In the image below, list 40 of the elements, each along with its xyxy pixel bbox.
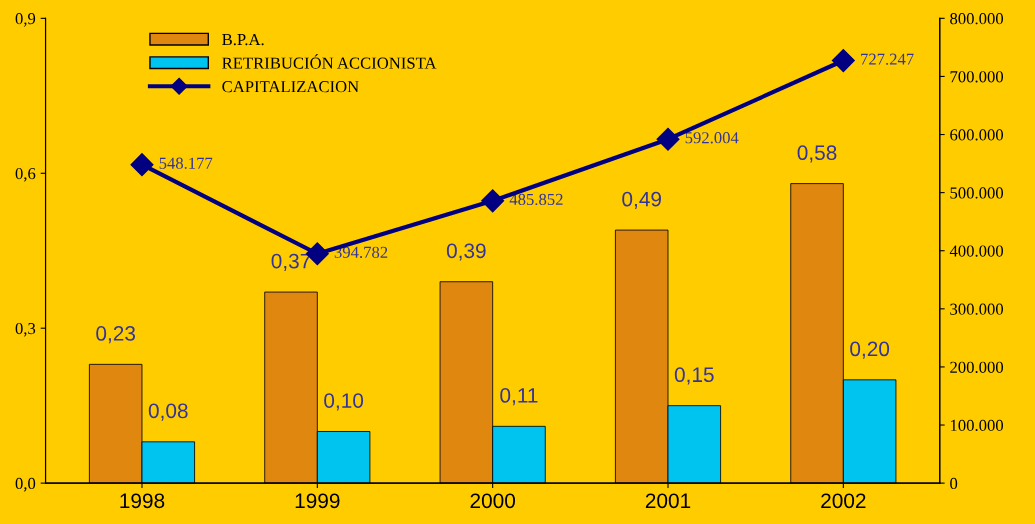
y2-tick-label: 400.000 [949, 245, 1004, 257]
y2-tick-label: 200.000 [950, 361, 1004, 373]
data-label: 0,23 [96, 326, 136, 344]
data-label: 0,20 [850, 341, 890, 359]
y2-tick-label: 300.000 [950, 303, 1004, 315]
y-tick-label: 0,9 [15, 13, 36, 27]
y-tick-label: 0,0 [15, 477, 36, 492]
point [130, 153, 154, 177]
data-label: 548.177 [159, 157, 213, 169]
data-label: 592.004 [685, 132, 739, 144]
y2-tick-label: 100.000 [950, 419, 1004, 432]
data-label: 0,11 [500, 388, 538, 406]
data-label: 394.782 [334, 246, 388, 259]
y2-tick-label: 600.000 [950, 129, 1004, 141]
data-label: 0,37 [271, 253, 311, 271]
data-label: 0,10 [324, 393, 364, 411]
x-tick-label: 2002 [821, 493, 866, 509]
data-label: 0,49 [622, 191, 661, 209]
y2-tick-label: 0 [950, 477, 958, 490]
data-label: 485.852 [509, 193, 563, 206]
y-tick-label: 0,6 [15, 167, 36, 182]
x-tick-label: 2000 [470, 493, 516, 509]
point [656, 127, 680, 151]
data-label: 0,39 [446, 243, 486, 261]
point [481, 189, 505, 213]
x-tick-label: 2001 [645, 493, 691, 509]
data-label: 727.247 [861, 53, 914, 65]
data-label: 0,15 [674, 367, 714, 385]
legend-label: CAPITALIZACION [222, 81, 359, 93]
data-label: 0,58 [797, 145, 837, 163]
x-tick-label: 1999 [295, 493, 340, 509]
point [831, 49, 855, 73]
legend-label: RETRIBUCIÓN ACCIONISTA [222, 54, 437, 69]
y2-tick-label: 700.000 [950, 71, 1004, 83]
y2-tick-label: 800.000 [950, 13, 1004, 25]
y-tick-label: 0,3 [15, 322, 36, 337]
legend-label: B.P.A. [222, 34, 264, 46]
data-label: 0,08 [148, 403, 188, 421]
y2-tick-label: 500.000 [950, 187, 1004, 199]
x-tick-label: 1998 [120, 493, 165, 509]
